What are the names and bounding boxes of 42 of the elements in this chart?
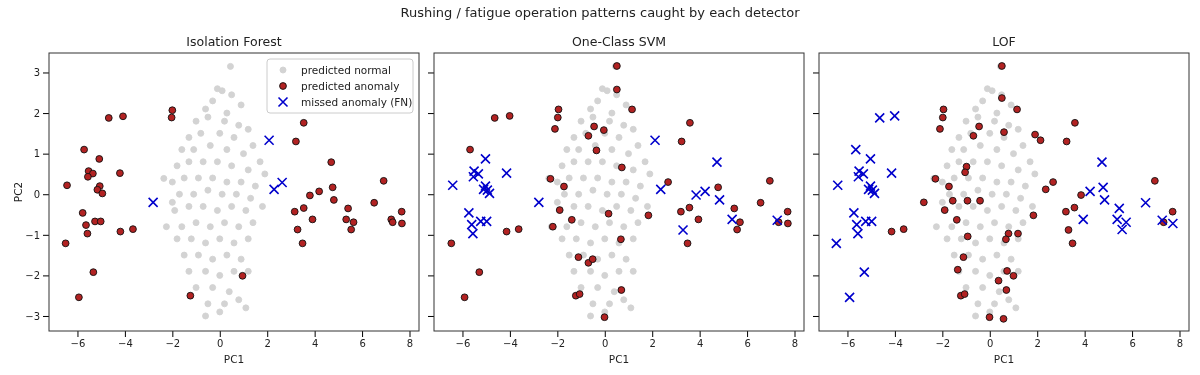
y-tick-label: −1 — [25, 229, 40, 241]
y-axis-title: PC2 — [12, 181, 24, 203]
x-tick-label: −2 — [165, 338, 181, 350]
y-tick-label: 2 — [33, 107, 40, 119]
chart-title: Isolation Forest — [186, 34, 282, 49]
x-tick-label: −4 — [118, 338, 133, 350]
x-tick-label: 6 — [744, 338, 751, 350]
legend-label: missed anomaly (FN) — [301, 96, 413, 108]
y-tick-label: −3 — [25, 310, 40, 322]
x-tick-label: 2 — [649, 338, 656, 350]
x-tick-label: 2 — [264, 338, 271, 350]
text: Rushing / fatigue operation patterns caught by each detector — [400, 5, 801, 20]
x-tick-label: 0 — [217, 338, 224, 350]
legend-label: predicted anomaly — [301, 80, 400, 92]
x-axis-title: PC1 — [993, 353, 1015, 365]
x-tick-label: −6 — [455, 338, 471, 350]
x-tick-label: 8 — [1176, 338, 1184, 350]
x-tick-label: −4 — [503, 338, 518, 350]
chart-title: LOF — [992, 34, 1016, 49]
x-tick-label: 8 — [406, 338, 414, 350]
x-tick-label: −6 — [70, 338, 86, 350]
y-tick-label: 0 — [33, 188, 40, 200]
x-tick-label: −2 — [550, 338, 566, 350]
x-axis-title: PC1 — [223, 353, 245, 365]
x-tick-label: −2 — [935, 338, 951, 350]
x-tick-label: 6 — [359, 338, 366, 350]
legend-label: predicted normal — [301, 64, 391, 76]
chart-title: One-Class SVM — [571, 34, 667, 49]
x-tick-label: −4 — [888, 338, 903, 350]
x-tick-label: 8 — [791, 338, 799, 350]
y-tick-label: 1 — [33, 148, 40, 160]
y-tick-label: 3 — [33, 67, 40, 79]
x-tick-label: 4 — [311, 338, 319, 350]
x-tick-label: −6 — [840, 338, 856, 350]
x-tick-label: 0 — [987, 338, 994, 350]
x-tick-label: 0 — [602, 338, 609, 350]
x-tick-label: 6 — [1129, 338, 1136, 350]
x-axis-title: PC1 — [608, 353, 630, 365]
x-tick-label: 4 — [696, 338, 704, 350]
y-tick-label: −2 — [25, 270, 40, 282]
x-tick-label: 2 — [1034, 338, 1041, 350]
x-tick-label: 4 — [1081, 338, 1089, 350]
